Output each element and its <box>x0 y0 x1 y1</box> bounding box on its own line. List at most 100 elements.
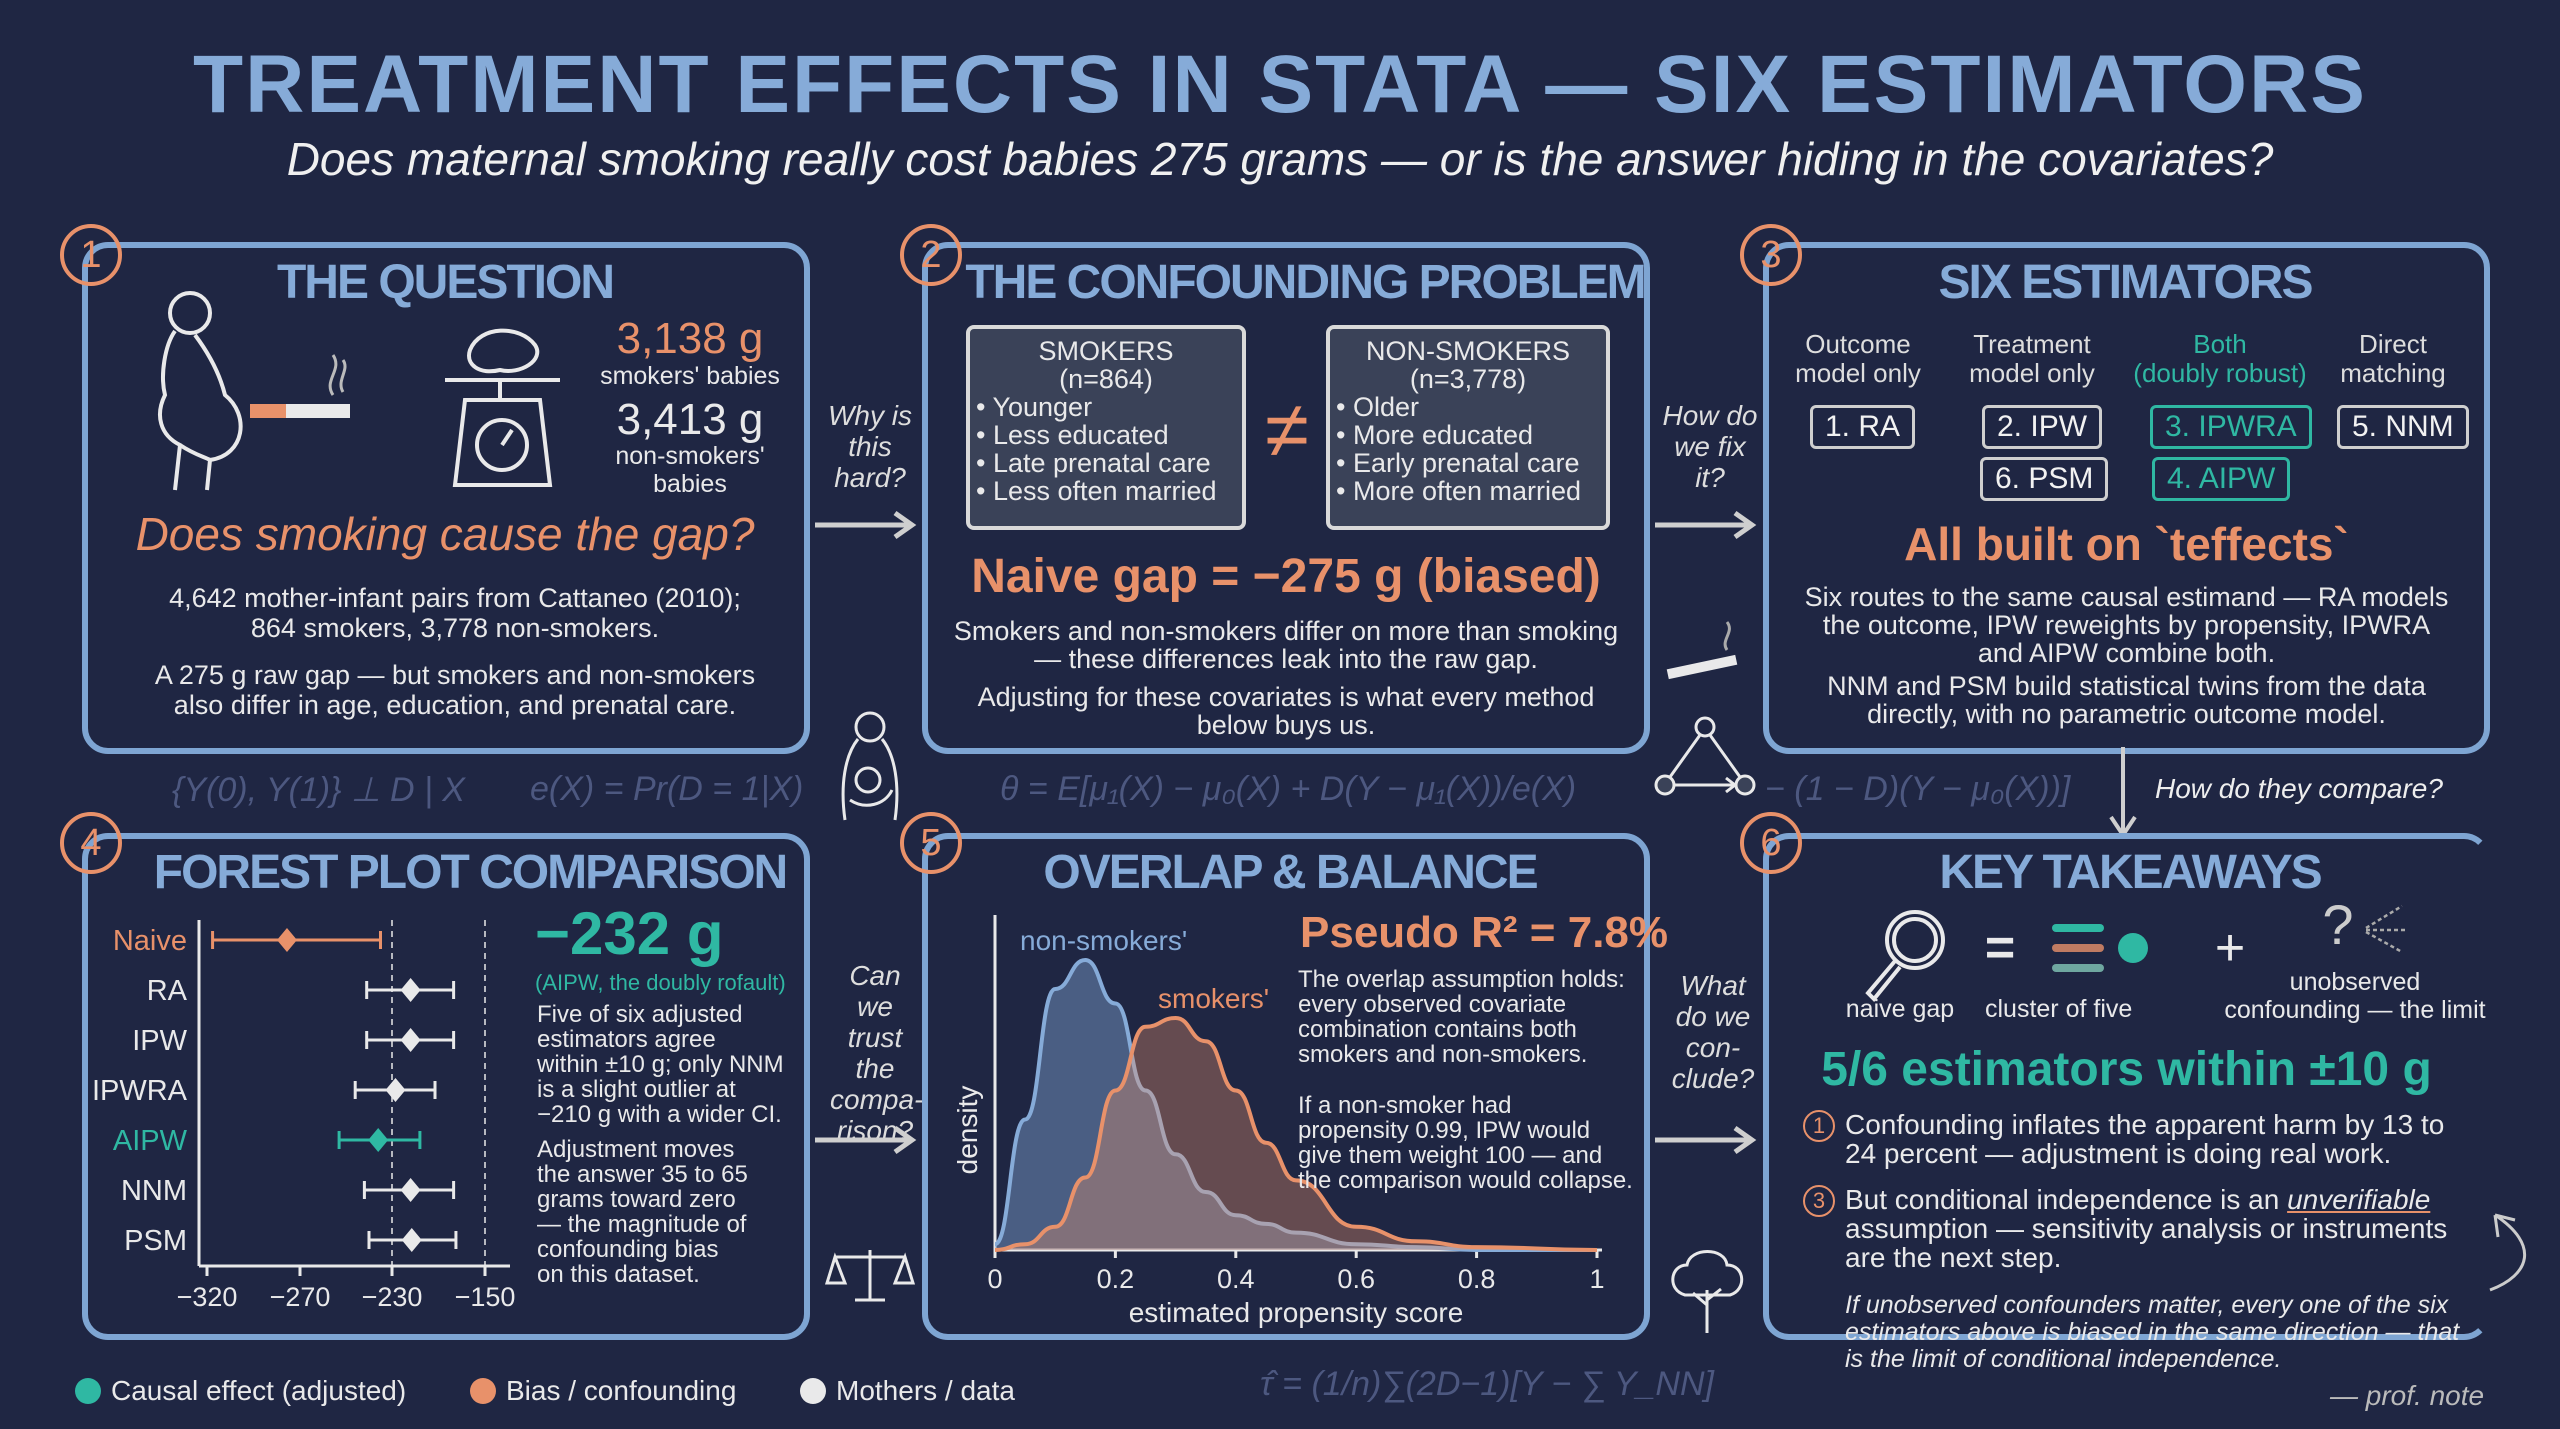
step-number-6: 6 <box>1740 812 1802 874</box>
arrow-label: What do we con-clude? <box>1671 970 1755 1094</box>
arrow-right-icon <box>1655 510 1757 540</box>
legend-swatch <box>800 1378 826 1404</box>
list-item: • Less educated <box>976 420 1169 450</box>
prof-note-signature: — prof. note <box>2330 1380 2485 1411</box>
x-tick-label: −270 <box>270 1282 331 1312</box>
page-title: TREATMENT EFFECTS IN STATA — SIX ESTIMAT… <box>193 39 2367 130</box>
point-estimate <box>276 928 297 952</box>
category-label: NNM <box>121 1175 187 1207</box>
text-line: within ±10 g; only NNM <box>537 1051 784 1078</box>
formula-aipw-cont: − (1 − D)(Y − μ₀(X))] <box>1765 770 2071 808</box>
text-line: is a slight outlier at <box>537 1076 736 1103</box>
panel1-text: A 275 g raw gap — but smokers and non-sm… <box>154 660 756 690</box>
headline-estimate: −232 g <box>535 900 724 967</box>
arrow-label: Why is this hard? <box>828 400 912 493</box>
point-estimate <box>385 1078 406 1102</box>
balance-scale-icon <box>825 1250 915 1302</box>
panel2-text: below buys us. <box>1196 710 1376 740</box>
headline-takeaway: 5/6 estimators within ±10 g <box>1821 1043 2432 1096</box>
panel5-text: If a non-smoker had propensity 0.99, IPW … <box>1298 1093 1633 1193</box>
panel2-text: Adjusting for these covariates is what e… <box>977 682 1595 712</box>
question-text: Does smoking cause the gap? <box>135 508 755 560</box>
series-label: smokers' <box>1158 983 1269 1014</box>
x-tick-label: 0.8 <box>1458 1264 1496 1294</box>
panel2-text: — these differences leak into the raw ga… <box>1034 644 1538 674</box>
step-number-3: 3 <box>1740 224 1802 286</box>
magnifier-icon <box>1865 910 1945 1002</box>
equals-sign: = <box>1984 919 2016 977</box>
prof-note: If unobserved confounders matter, every … <box>1845 1291 2460 1373</box>
category-label: AIPW <box>113 1125 188 1157</box>
headline-note: (AIPW, the doubly rofault) <box>535 970 786 995</box>
panel-confounding <box>922 242 1650 754</box>
point-estimate <box>400 1028 421 1052</box>
legend-swatch <box>470 1378 496 1404</box>
panel4-text: Adjustment moves the answer 35 to 65 grams… <box>537 1137 748 1287</box>
list-item: • More educated <box>1336 420 1534 450</box>
teffects-heading: All built on `teffects` <box>1904 518 2349 570</box>
tree-icon <box>1671 1250 1744 1333</box>
step-number-2: 2 <box>900 224 962 286</box>
question-mark-icon: ? <box>2322 893 2354 956</box>
nonsmokers-weight-label2: babies <box>653 470 727 498</box>
panel3-text: Six routes to the same causal estimand —… <box>1804 582 2449 612</box>
bullet-number: 1 <box>1803 1110 1835 1142</box>
panel3-text: the outcome, IPW reweights by propensity… <box>1822 610 2431 640</box>
x-tick-label: 0 <box>987 1264 1002 1294</box>
smokers-box: SMOKERS (n=864) • Younger • Less educate… <box>966 325 1246 530</box>
text-line: Five of six adjusted <box>537 1001 743 1028</box>
text-line: — the magnitude of <box>537 1211 747 1238</box>
panel-six-estimators <box>1763 242 2490 754</box>
box-title: SMOKERS <box>1038 336 1174 366</box>
x-tick-label: 0.4 <box>1217 1264 1255 1294</box>
point-estimate <box>400 978 421 1002</box>
density-area-smokers <box>995 1018 1597 1250</box>
density-curve-smokers <box>994 1015 1598 1252</box>
x-tick-label: −320 <box>177 1282 238 1312</box>
smokers-weight: 3,138 g <box>616 314 764 363</box>
formula-aipw: θ = E[μ₁(X) − μ₀(X) + D(Y − μ₁(X))/e(X) <box>1000 770 1577 808</box>
text-line: propensity 0.99, IPW would <box>1298 1117 1591 1144</box>
box-count: (n=864) <box>1059 364 1153 394</box>
column-header: Direct matching <box>2340 329 2446 388</box>
panel3-text: directly, with no parametric outcome mod… <box>1867 699 2386 729</box>
panel3-text: and AIPW combine both. <box>1977 638 2276 668</box>
label-confounding-limit: confounding — the limit <box>2224 996 2486 1024</box>
panel-title: FOREST PLOT COMPARISON <box>153 846 788 899</box>
text-line: the comparison would collapse. <box>1298 1167 1633 1194</box>
text-line: give them weight 100 — and <box>1298 1142 1603 1169</box>
panel-overlap <box>922 833 1650 1340</box>
estimator-psm: 6. PSM <box>1980 457 2109 501</box>
text-line: Adjustment moves <box>537 1136 735 1163</box>
point-estimate <box>368 1128 389 1152</box>
panel4-text: Five of six adjusted estimators agree with… <box>537 1002 784 1127</box>
plus-sign: + <box>2214 919 2246 977</box>
baby-scale-icon <box>445 328 560 487</box>
arrow-label: Can we trust the compa-rison? <box>830 960 924 1146</box>
label-unobserved: unobserved <box>2289 968 2421 996</box>
x-tick-label: 0.6 <box>1337 1264 1375 1294</box>
series-label: non-smokers' <box>1020 925 1187 956</box>
text-line: the answer 35 to 65 <box>537 1161 748 1188</box>
cluster-of-five-icon <box>2052 924 2148 972</box>
panel2-text: Smokers and non-smokers differ on more t… <box>953 616 1619 646</box>
panel-forest-plot <box>82 833 810 1340</box>
category-label: IPWRA <box>92 1075 188 1107</box>
text-line: combination contains both <box>1298 1016 1577 1043</box>
text-line: on this dataset. <box>537 1261 700 1288</box>
box-count: (n=3,778) <box>1409 364 1527 394</box>
column-header: Both (doubly robust) <box>2133 329 2307 388</box>
arrow-right-icon <box>815 510 917 540</box>
bullet-number: 3 <box>1803 1185 1835 1217</box>
text-line: grams toward zero <box>537 1186 736 1213</box>
list-item: • Younger <box>976 392 1093 422</box>
panel1-text: 4,642 mother-infant pairs from Cattaneo … <box>169 583 741 613</box>
text-line: smokers and non-smokers. <box>1298 1041 1588 1068</box>
category-label: RA <box>147 975 188 1007</box>
x-axis-label: estimated propensity score <box>1129 1297 1464 1328</box>
text-line: −210 g with a wider CI. <box>537 1101 782 1128</box>
estimator-aipw: 4. AIPW <box>2152 457 2291 501</box>
formula-propensity: e(X) = Pr(D = 1|X) <box>530 770 804 808</box>
page-subtitle: Does maternal smoking really cost babies… <box>286 133 2274 185</box>
step-number-4: 4 <box>60 812 122 874</box>
